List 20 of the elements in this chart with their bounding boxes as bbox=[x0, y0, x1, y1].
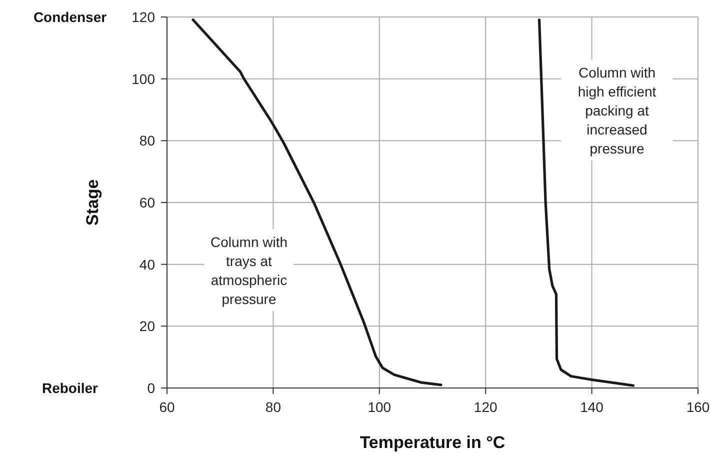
x-tick-label: 140 bbox=[580, 399, 604, 415]
x-tick-label: 160 bbox=[686, 399, 710, 415]
x-tick-label: 100 bbox=[368, 399, 392, 415]
y-tick-label: 100 bbox=[132, 70, 156, 87]
line-series bbox=[192, 18, 442, 386]
x-tick-label: 120 bbox=[474, 399, 498, 415]
y-axis-title: Stage bbox=[83, 179, 102, 226]
x-tick-label: 80 bbox=[265, 399, 282, 415]
x-axis-title: Temperature in °C bbox=[360, 433, 506, 452]
text: Condenser bbox=[33, 9, 108, 25]
y-tick-label: 80 bbox=[139, 132, 156, 149]
annotation: Column with trays at atmospheric pressure bbox=[210, 234, 288, 307]
y-tick-label: 120 bbox=[132, 9, 156, 25]
text: Reboiler bbox=[42, 380, 99, 396]
y-tick-label: 40 bbox=[139, 256, 156, 272]
y-tick-label: 60 bbox=[139, 194, 156, 210]
y-tick-label: 20 bbox=[139, 318, 156, 334]
x-tick-label: 60 bbox=[159, 399, 175, 415]
annotation: Column with high efficient packing at increased pressure bbox=[578, 64, 656, 156]
y-tick-label: 0 bbox=[147, 380, 156, 396]
